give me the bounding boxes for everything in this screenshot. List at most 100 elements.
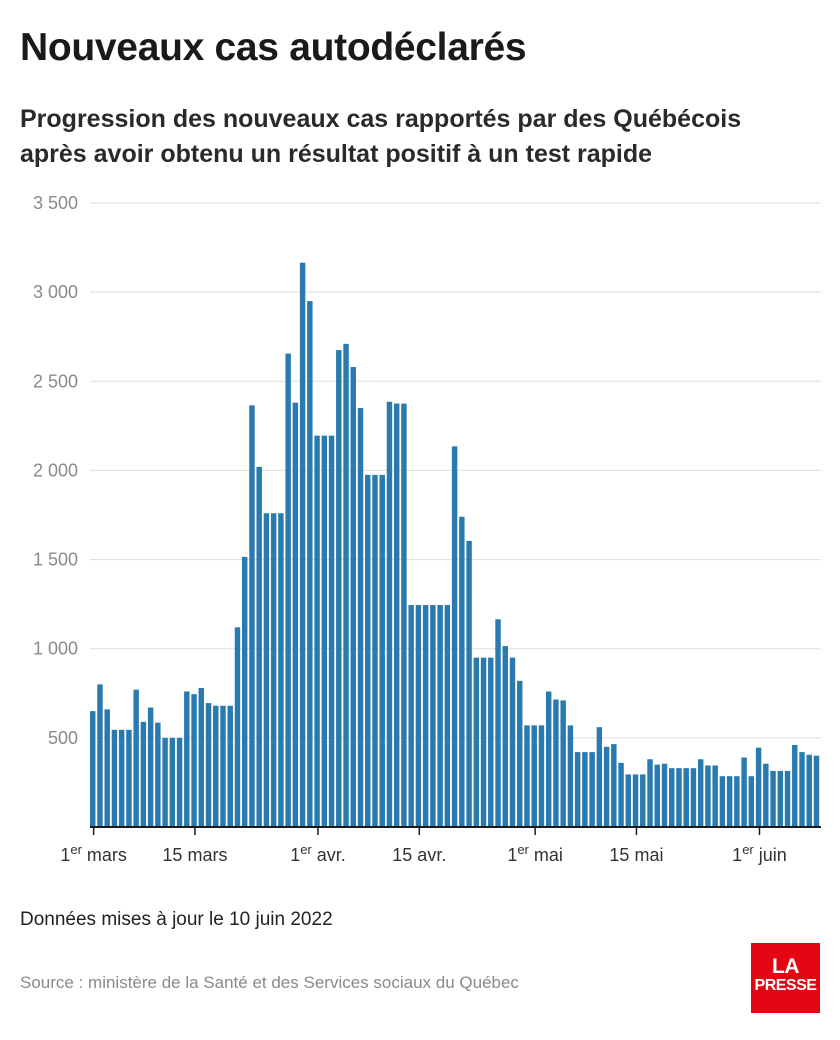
y-tick-label: 3 500 xyxy=(33,193,78,213)
bar xyxy=(683,768,689,827)
bar xyxy=(741,757,747,827)
bar xyxy=(430,605,436,827)
bar xyxy=(437,605,443,827)
y-tick-label: 2 000 xyxy=(33,460,78,480)
bar xyxy=(777,770,784,827)
bar xyxy=(509,657,516,827)
bar xyxy=(205,703,212,827)
bar xyxy=(734,776,740,827)
bar xyxy=(697,759,704,827)
bar xyxy=(625,774,632,827)
chart-title: Nouveaux cas autodéclarés xyxy=(20,26,527,69)
grid-layer: 500 1 000 1 500 2 000 2 500 3 000 3 500 xyxy=(33,193,821,748)
bar xyxy=(97,684,103,827)
bar xyxy=(488,657,494,827)
bar xyxy=(524,725,530,827)
bar xyxy=(632,774,639,827)
bar xyxy=(184,691,190,827)
y-tick-label: 1 000 xyxy=(33,639,78,659)
bar xyxy=(379,474,385,827)
bar xyxy=(770,770,776,827)
logo-text-presse: PRESSE xyxy=(754,977,817,994)
bar xyxy=(719,776,726,827)
bar xyxy=(618,762,624,827)
bar xyxy=(126,729,132,827)
axis-layer: 1er mars 15 mars 1er avr. 15 avr. 1er mai 15 … xyxy=(60,826,821,865)
x-tick-label: 15 mai xyxy=(609,845,663,865)
bar xyxy=(466,540,472,827)
bar xyxy=(690,768,697,827)
bar xyxy=(213,705,219,827)
bar-layer xyxy=(90,262,820,828)
bar xyxy=(589,752,595,827)
bar xyxy=(763,763,769,827)
logo-text-la: LA xyxy=(772,955,800,978)
x-tick-label: 1er juin xyxy=(732,842,787,865)
bar xyxy=(263,513,270,827)
bar xyxy=(705,765,711,827)
bar xyxy=(111,729,118,827)
bar xyxy=(444,605,451,827)
bar xyxy=(647,759,653,827)
x-tick-label: 15 mars xyxy=(162,845,227,865)
bar xyxy=(748,776,755,827)
bar xyxy=(603,746,610,827)
bar xyxy=(90,711,96,827)
bar xyxy=(278,513,284,827)
bar xyxy=(307,301,313,827)
x-tick-label: 15 avr. xyxy=(392,845,446,865)
bar xyxy=(495,619,501,827)
bar xyxy=(234,627,241,827)
bar xyxy=(147,707,154,827)
bar xyxy=(241,556,248,827)
bar xyxy=(538,725,545,827)
bar xyxy=(169,737,176,827)
bar xyxy=(343,343,349,827)
bar xyxy=(133,689,139,827)
bar xyxy=(314,435,320,827)
bar xyxy=(813,755,820,827)
bar xyxy=(415,605,422,827)
bar xyxy=(191,694,197,827)
bar xyxy=(611,744,617,827)
bar xyxy=(365,474,371,827)
bar xyxy=(336,350,342,827)
bar xyxy=(422,605,429,827)
bar xyxy=(792,744,798,827)
update-note: Données mises à jour le 10 juin 2022 xyxy=(20,909,333,930)
bar xyxy=(459,516,465,827)
bar xyxy=(408,605,414,827)
y-tick-label: 1 500 xyxy=(33,550,78,570)
bar xyxy=(386,401,393,827)
bar xyxy=(227,705,233,827)
bar xyxy=(560,700,566,827)
bar xyxy=(256,466,262,827)
bar xyxy=(451,446,458,827)
bar xyxy=(574,752,581,827)
bar xyxy=(198,687,204,827)
bar xyxy=(661,763,668,827)
y-tick-label: 500 xyxy=(48,728,78,748)
bar xyxy=(784,770,791,827)
la-presse-logo: LA PRESSE xyxy=(751,943,820,1013)
bar xyxy=(372,474,378,827)
bar xyxy=(654,764,660,827)
bar xyxy=(299,262,306,828)
bar xyxy=(140,721,147,827)
bar xyxy=(328,435,335,827)
bar xyxy=(480,657,487,827)
bar xyxy=(249,405,255,827)
bar xyxy=(502,646,508,827)
bar xyxy=(321,435,328,827)
bar xyxy=(393,403,400,827)
bar xyxy=(553,699,559,827)
chart-subtitle: Progression des nouveaux cas rapportés p… xyxy=(20,105,742,168)
bar xyxy=(669,768,675,827)
bar xyxy=(582,752,588,827)
bar xyxy=(270,513,277,827)
bar xyxy=(162,737,168,827)
bar xyxy=(155,722,161,827)
bar xyxy=(676,768,682,827)
y-tick-label: 3 000 xyxy=(33,282,78,302)
bar xyxy=(567,725,574,827)
